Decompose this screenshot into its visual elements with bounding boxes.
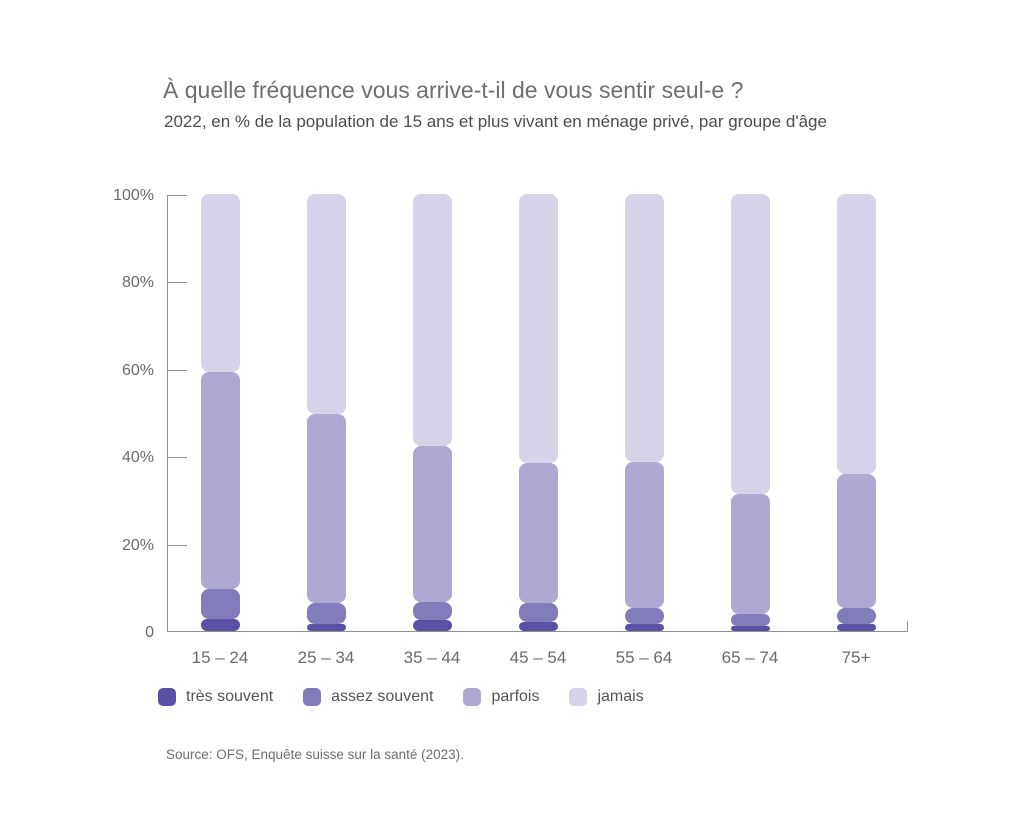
x-axis-label-65-74: 65 – 74 [721,648,779,667]
bar-segment-assez-souvent [624,608,664,625]
bar-35-44 [412,194,452,631]
bar-segment-assez-souvent [412,602,452,621]
bar-segment-jamais [518,194,558,464]
bar-segment-parfois [200,371,240,589]
bar-segment-assez-souvent [200,588,240,620]
legend-label-jamais: jamais [597,688,644,705]
x-axis-end-tick [907,621,908,631]
legend-swatch-tres-souvent [158,688,176,706]
y-axis-label-40: 40% [121,449,154,467]
bar-segment-parfois [518,463,558,604]
y-axis-label-0: 0 [145,624,154,641]
chart-subtitle: 2022, en % de la population de 15 ans et… [164,112,827,131]
y-axis-tick-20 [168,544,187,546]
bar-segment-parfois [624,462,664,609]
bar-15-24 [200,194,240,631]
legend-item-tres-souvent: très souvent [158,688,273,706]
bar-55-64 [624,194,664,631]
bar-65-74 [730,194,770,631]
bar-segment-tres-souvent [518,621,558,631]
bar-segment-tres-souvent [412,620,452,631]
bar-segment-parfois [412,445,452,603]
legend-label-parfois: parfois [491,688,540,705]
y-axis-label-80: 80% [121,274,154,292]
bar-segment-jamais [306,194,346,415]
legend-swatch-parfois [463,688,482,706]
legend-item-jamais: jamais [569,688,644,706]
bar-segment-jamais [730,194,770,495]
x-axis-label-45-54: 45 – 54 [509,648,567,667]
bar-segment-tres-souvent [624,624,664,631]
legend-swatch-assez-souvent [303,688,322,706]
source-note: Source: OFS, Enquête suisse sur la santé… [166,747,464,762]
x-axis-label-35-44: 35 – 44 [403,648,461,667]
y-axis-tick-60 [168,369,187,371]
bar-segment-assez-souvent [730,613,770,627]
bar-segment-assez-souvent [836,607,876,625]
bar-segment-parfois [730,494,770,614]
x-axis-label-55-64: 55 – 64 [615,648,673,667]
bar-segment-tres-souvent [306,624,346,631]
bar-segment-jamais [200,194,240,372]
bar-segment-jamais [412,194,452,446]
bar-segment-tres-souvent [836,624,876,631]
chart-title: À quelle fréquence vous arrive-t-il de v… [163,77,744,103]
bar-25-34 [306,194,346,631]
x-axis-label-75+: 75+ [841,648,871,667]
bar-45-54 [518,194,558,631]
legend-label-tres-souvent: très souvent [186,688,274,705]
bar-segment-assez-souvent [306,603,346,625]
x-axis-label-15-24: 15 – 24 [191,648,249,667]
x-axis-label-25-34: 25 – 34 [297,648,355,667]
legend-item-parfois: parfois [463,688,539,706]
plot-area: 0 20% 40% 60% 80% 100% 15 – 24 25 – 34 35 – 44 45… [113,187,908,667]
legend-item-assez-souvent: assez souvent [303,688,433,706]
y-axis-label-20: 20% [121,536,154,554]
bar-segment-jamais [624,194,664,463]
y-axis-label-100: 100% [113,187,154,204]
bar-segment-tres-souvent [200,619,240,631]
bar-segment-parfois [306,414,346,604]
bar-segment-assez-souvent [518,603,558,622]
y-axis-tick-40 [168,457,187,459]
legend-label-assez-souvent: assez souvent [331,688,434,705]
bar-75+ [836,194,876,631]
bar-segment-tres-souvent [730,626,770,631]
bar-segment-parfois [836,474,876,608]
legend: très souvent assez souvent parfois jamais [158,688,644,706]
y-axis-tick-80 [168,282,187,284]
y-axis-label-60: 60% [121,361,154,379]
y-axis-tick-100 [168,195,187,196]
legend-swatch-jamais [569,688,588,706]
bar-segment-jamais [836,194,876,475]
